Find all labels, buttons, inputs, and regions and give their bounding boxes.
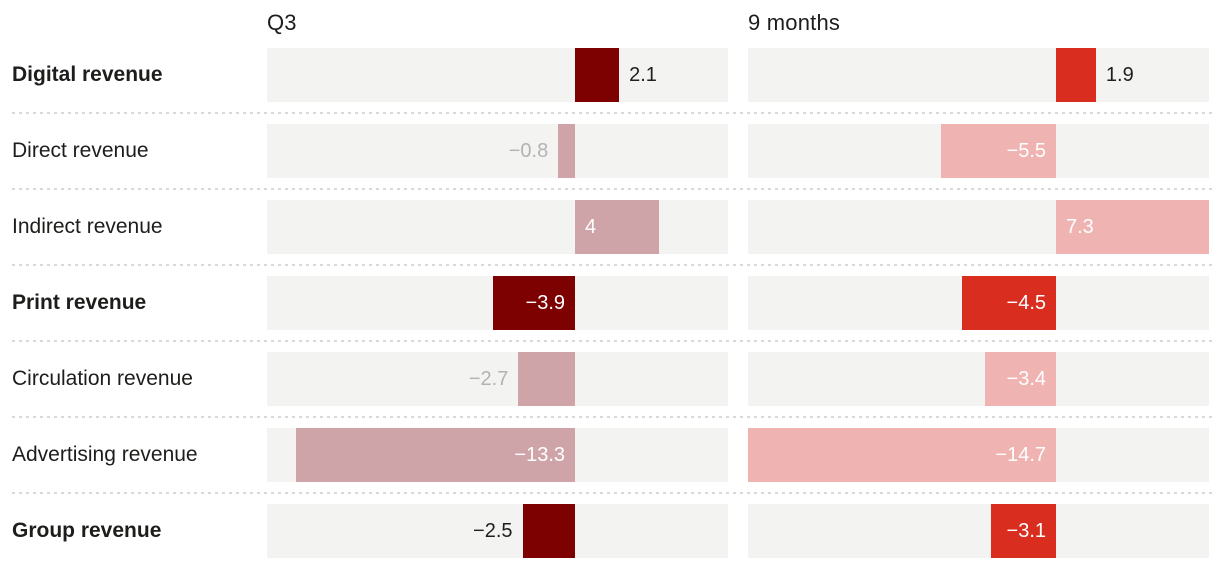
bar xyxy=(961,276,1056,330)
value-label: 1.9 xyxy=(1105,63,1134,86)
bar-track-9months: 7.3 xyxy=(748,200,1209,254)
row-label: Group revenue xyxy=(12,519,162,542)
bar-track-9months: −3.4 xyxy=(748,352,1209,406)
bar xyxy=(558,124,575,178)
bar-track-9months: −4.5 xyxy=(748,276,1209,330)
value-label: −3.4 xyxy=(1006,367,1046,390)
value-label: −3.1 xyxy=(1006,519,1046,542)
column-header-q3: Q3 xyxy=(267,10,297,35)
bar xyxy=(575,48,620,102)
bar xyxy=(984,352,1056,406)
chart-row: Advertising revenue −13.3 −14.7 xyxy=(0,428,1220,504)
chart-row: Group revenue −2.5 −3.1 xyxy=(0,504,1220,568)
bar xyxy=(518,352,575,406)
row-label: Digital revenue xyxy=(12,63,163,86)
row-label: Direct revenue xyxy=(12,139,149,162)
bar xyxy=(522,504,575,558)
bar-track-q3: 2.1 xyxy=(267,48,728,102)
row-label: Indirect revenue xyxy=(12,215,163,238)
value-label: −14.7 xyxy=(995,443,1046,466)
bar-track-q3: −2.5 xyxy=(267,504,728,558)
bar xyxy=(575,200,659,254)
bar-track-q3: −13.3 xyxy=(267,428,728,482)
row-separator xyxy=(12,264,1212,266)
bar xyxy=(295,428,575,482)
value-label: 2.1 xyxy=(629,63,657,86)
value-label: 4 xyxy=(585,215,597,238)
value-label: −2.7 xyxy=(468,367,509,390)
bar xyxy=(990,504,1056,558)
bar-track-9months: 1.9 xyxy=(748,48,1209,102)
bar-track-9months: −14.7 xyxy=(748,428,1209,482)
chart-row: Direct revenue −0.8 −5.5 xyxy=(0,124,1220,200)
value-label: −2.5 xyxy=(473,519,513,542)
bar xyxy=(493,276,575,330)
bar-track-9months: −5.5 xyxy=(748,124,1209,178)
row-separator xyxy=(12,112,1212,114)
bar xyxy=(748,428,1056,482)
value-label: −13.3 xyxy=(514,443,565,466)
value-label: −3.9 xyxy=(525,291,565,314)
row-separator xyxy=(12,492,1212,494)
bar-track-q3: 4 xyxy=(267,200,728,254)
chart-row: Circulation revenue −2.7 −3.4 xyxy=(0,352,1220,428)
chart-row: Digital revenue 2.1 1.9 xyxy=(0,48,1220,124)
bar-track-q3: −0.8 xyxy=(267,124,728,178)
value-label: −5.5 xyxy=(1006,139,1046,162)
chart-rows: Digital revenue 2.1 1.9 Direct revenue −0.8 −… xyxy=(0,48,1220,568)
row-separator xyxy=(12,188,1212,190)
row-label: Circulation revenue xyxy=(12,367,193,390)
bar-track-9months: −3.1 xyxy=(748,504,1209,558)
value-label: 7.3 xyxy=(1066,215,1094,238)
row-label: Advertising revenue xyxy=(12,443,198,466)
value-label: −4.5 xyxy=(1006,291,1046,314)
bar xyxy=(940,124,1056,178)
bar xyxy=(1056,48,1096,102)
row-separator xyxy=(12,340,1212,342)
column-header-9months: 9 months xyxy=(748,10,841,35)
row-label: Print revenue xyxy=(12,291,147,314)
chart-row: Indirect revenue 4 7.3 xyxy=(0,200,1220,276)
bar-track-q3: −2.7 xyxy=(267,352,728,406)
bar-track-q3: −3.9 xyxy=(267,276,728,330)
bar xyxy=(1056,200,1209,254)
value-label: −0.8 xyxy=(508,139,549,162)
chart-row: Print revenue −3.9 −4.5 xyxy=(0,276,1220,352)
row-separator xyxy=(12,416,1212,418)
